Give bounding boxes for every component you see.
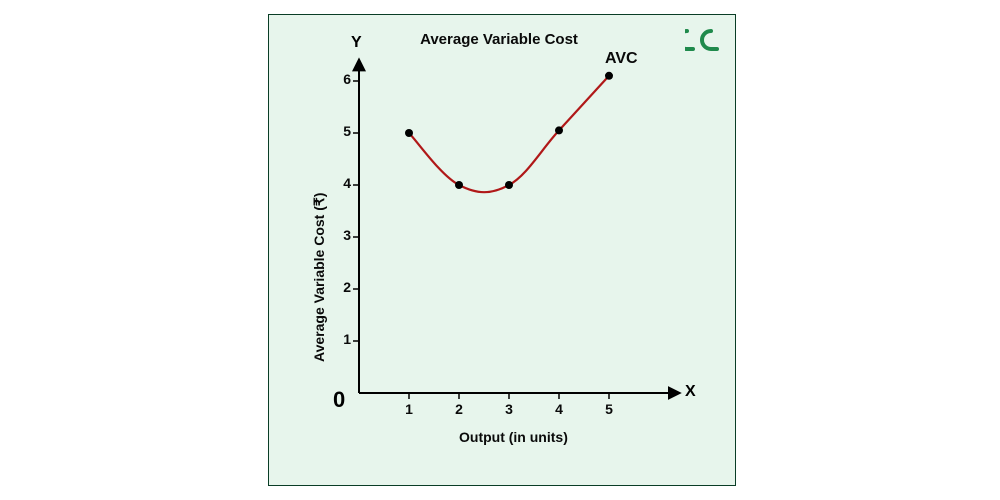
x-tick-label: 5 <box>599 401 619 417</box>
y-tick-label: 1 <box>331 331 351 347</box>
x-tick-label: 4 <box>549 401 569 417</box>
chart-panel: Average Variable Cost Y AVC X 0 Average … <box>268 14 736 486</box>
x-tick-label: 2 <box>449 401 469 417</box>
stage: Average Variable Cost Y AVC X 0 Average … <box>0 0 1000 500</box>
x-tick-label: 1 <box>399 401 419 417</box>
y-tick-label: 5 <box>331 123 351 139</box>
y-tick-label: 6 <box>331 71 351 87</box>
y-tick-label: 4 <box>331 175 351 191</box>
x-tick-label: 3 <box>499 401 519 417</box>
y-tick-label: 2 <box>331 279 351 295</box>
y-tick-label: 3 <box>331 227 351 243</box>
